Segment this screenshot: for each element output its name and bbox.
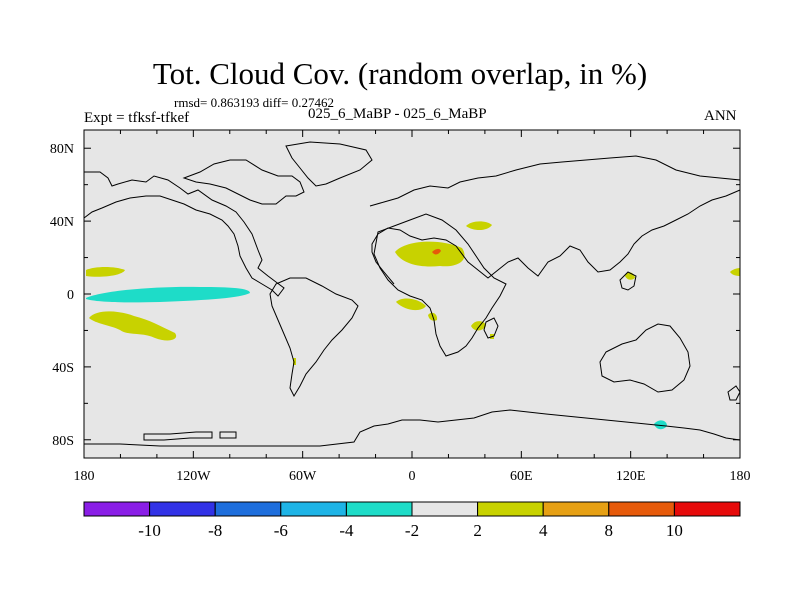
anomaly-caspian — [466, 221, 492, 231]
anomaly-layer — [86, 221, 740, 430]
x-tick-label: 60W — [289, 469, 317, 484]
colorbar-swatch — [83, 501, 151, 517]
anomaly-antarctic-negative — [654, 420, 667, 430]
anomaly-south-pacific — [89, 311, 177, 341]
colorbar: -10 -8 -6 -4 -2 2 4 8 10 — [83, 501, 741, 540]
x-tick-label: 0 — [409, 469, 416, 484]
x-tick-label: 60E — [510, 469, 533, 484]
y-tick-label: 80S — [52, 434, 74, 449]
colorbar-label: -6 — [274, 521, 288, 540]
coast-ross-ice — [219, 431, 237, 439]
colorbar-swatch — [280, 501, 347, 517]
page-title: Tot. Cloud Cov. (random overlap, in %) — [152, 56, 648, 91]
colorbar-swatch — [149, 501, 216, 517]
coast-south-america — [269, 277, 359, 398]
colorbar-label: 2 — [473, 521, 482, 540]
coastlines — [83, 141, 741, 447]
coast-arctic-canada — [182, 159, 305, 205]
anomaly-dateline — [730, 268, 740, 276]
x-tick-label: 180 — [74, 469, 95, 484]
coast-africa — [373, 213, 507, 357]
y-tick-label: 80N — [50, 142, 74, 157]
coast-antarctica — [84, 409, 741, 447]
x-tick-label: 120W — [176, 469, 211, 484]
y-tick-label: 0 — [67, 288, 74, 303]
coast-australia — [599, 323, 691, 393]
y-tick-label: 40N — [50, 215, 74, 230]
anomaly-gulf-of-guinea — [396, 298, 426, 311]
colorbar-swatch — [542, 501, 610, 517]
colorbar-swatch — [608, 501, 675, 517]
x-tick-label: 180 — [730, 469, 751, 484]
coast-southeast-asia — [619, 271, 637, 291]
season-label: ANN — [704, 108, 737, 124]
colorbar-label: 10 — [666, 521, 683, 540]
map-area: 180 120W 60W 0 60E 120E 180 80N 40N 0 40S 80S — [50, 129, 751, 484]
colorbar-swatch — [214, 501, 282, 517]
colorbar-label: -4 — [339, 521, 354, 540]
coast-north-america — [83, 171, 285, 297]
anomaly-north-pacific — [86, 267, 125, 277]
colorbar-label: 8 — [605, 521, 614, 540]
colorbar-label: -8 — [208, 521, 222, 540]
coast-europe-asia — [369, 155, 741, 285]
anomaly-north-africa-core — [432, 248, 441, 255]
colorbar-swatch — [673, 501, 741, 517]
anomaly-north-africa — [395, 241, 465, 267]
colorbar-swatch — [345, 501, 413, 517]
colorbar-label: 4 — [539, 521, 548, 540]
colorbar-swatch — [477, 501, 544, 517]
x-axis: 180 120W 60W 0 60E 120E 180 — [74, 130, 751, 484]
coast-madagascar — [483, 317, 499, 339]
coast-greenland — [285, 141, 373, 187]
experiment-label: Expt = tfksf-tfkef — [84, 110, 190, 126]
y-tick-label: 40S — [52, 361, 74, 376]
y-axis: 80N 40N 0 40S 80S — [50, 142, 740, 449]
colorbar-swatch — [411, 501, 479, 517]
stats-label: rmsd= 0.863193 diff= 0.27462 — [174, 95, 334, 110]
colorbar-label: -2 — [405, 521, 419, 540]
x-tick-label: 120E — [616, 469, 646, 484]
coast-antarctic-peninsula — [143, 431, 213, 441]
anomaly-equatorial-pacific-negative — [86, 286, 250, 303]
coast-new-zealand — [727, 385, 741, 401]
case-label: 025_6_MaBP - 025_6_MaBP — [308, 106, 487, 122]
colorbar-label: -10 — [138, 521, 161, 540]
